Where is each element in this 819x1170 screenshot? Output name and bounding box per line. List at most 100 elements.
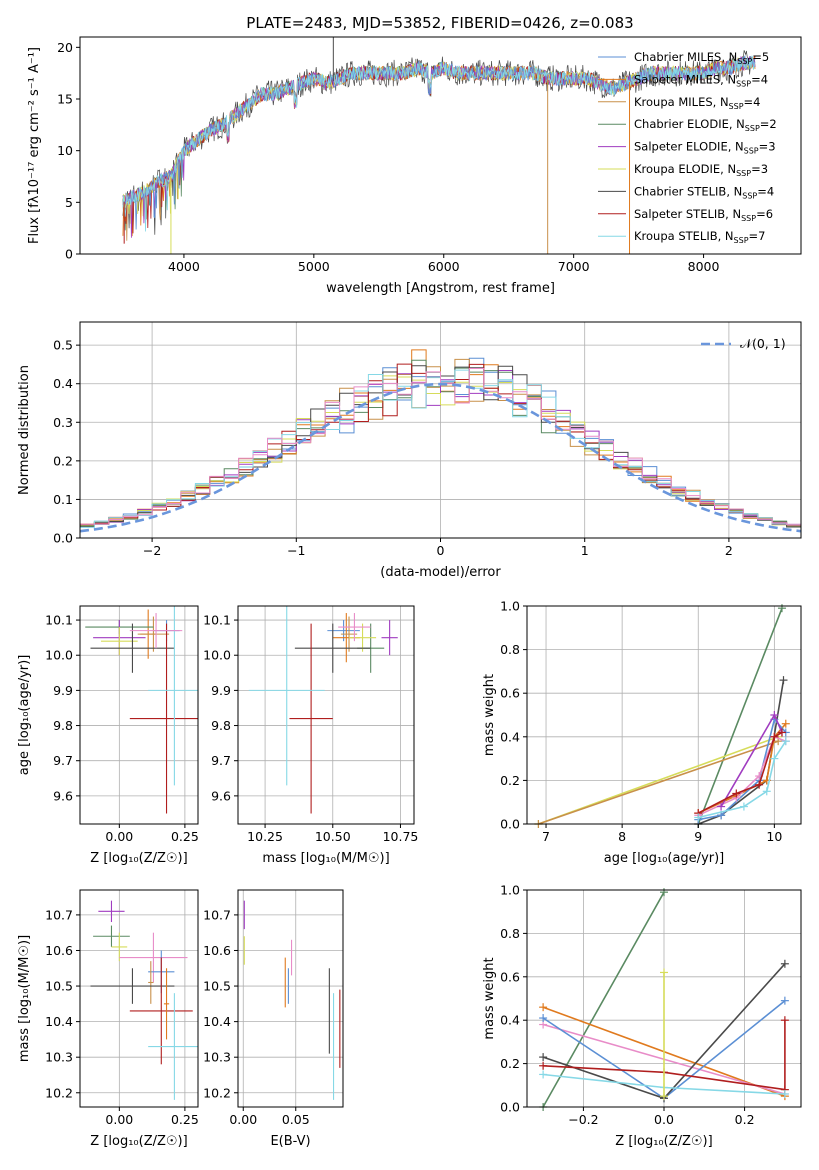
legend-label: Salpeter MILES, NSSP=4 <box>634 72 768 88</box>
weight-line <box>697 607 783 825</box>
errorbars <box>248 606 398 814</box>
age-vs-Z-panel: 0.00 0.25 9.6 9.7 9.8 9.9 10.0 10.1 Z [log₁₀(Z/Z… <box>17 605 199 866</box>
y-tick-label: 10 <box>57 143 73 158</box>
y-axis-label: age [log₁₀(age/yr)] <box>17 655 32 776</box>
y-tick-label: 9.8 <box>211 718 231 733</box>
legend-label: Chabrier MILES, NSSP=5 <box>634 50 769 66</box>
axes-frame <box>526 605 802 825</box>
weight-vs-age-panel: 7 8 9 10 0.0 0.2 0.4 0.6 0.8 1.0 age [log₁₀(age/yr… <box>482 599 802 866</box>
y-tick-label: 0.4 <box>500 1013 520 1028</box>
x-tick-label: 7 <box>542 829 550 844</box>
spectrum-series <box>122 55 756 238</box>
y-tick-label: 9.9 <box>211 683 231 698</box>
x-tick-label: −1 <box>287 543 305 558</box>
x-tick-label: 0.25 <box>171 829 199 844</box>
y-tick-label: 10.5 <box>45 979 73 994</box>
y-tick-label: 10.0 <box>203 648 231 663</box>
y-tick-label: 10.3 <box>45 1050 73 1065</box>
y-axis-label: Normed distribution <box>17 365 32 495</box>
y-tick-label: 5 <box>65 195 73 210</box>
y-tick-label: 10.0 <box>45 648 73 663</box>
histogram-panel: −2 −1 0 1 2 0.0 0.1 0.2 0.3 0.4 0.5 (data-model)/er… <box>17 321 802 580</box>
mass-vs-EBV-panel: 0.00 0.05 10.2 10.3 10.4 10.5 10.6 10.7 E(B-V) <box>203 889 344 1149</box>
x-tick-label: 6000 <box>428 259 460 274</box>
normal-curve <box>80 382 801 533</box>
x-axis-label: Z [log₁₀(Z/Z☉)] <box>615 1134 712 1149</box>
y-tick-label: 9.7 <box>53 753 73 768</box>
figure-title: PLATE=2483, MJD=53852, FIBERID=0426, z=0… <box>246 14 633 32</box>
histogram-series <box>80 375 801 527</box>
y-axis-label: mass weight <box>482 674 497 756</box>
y-tick-label: 10.2 <box>203 1085 231 1100</box>
x-axis-label: wavelength [Angstrom, rest frame] <box>326 281 555 296</box>
x-tick-label: −2 <box>143 543 161 558</box>
x-tick-label: 0.05 <box>282 1112 310 1127</box>
y-tick-label: 0.4 <box>500 729 520 744</box>
y-axis-label: mass weight <box>482 957 497 1039</box>
y-tick-label: 0 <box>65 247 73 262</box>
y-tick-label: 0.4 <box>53 376 73 391</box>
axes-frame <box>237 605 415 825</box>
legend-label: Salpeter STELIB, NSSP=6 <box>634 207 773 223</box>
x-axis-label: age [log₁₀(age/yr)] <box>604 851 725 866</box>
legend-label: Kroupa MILES, NSSP=4 <box>634 95 760 111</box>
axes-frame <box>79 889 199 1108</box>
legend-label: Kroupa STELIB, NSSP=7 <box>634 229 765 245</box>
y-axis-label: mass [log₁₀(M/M☉)] <box>17 935 32 1062</box>
x-axis-label: Z [log₁₀(Z/Z☉)] <box>90 851 187 866</box>
histogram-steps <box>80 349 801 533</box>
legend-label: 𝒩(0, 1) <box>740 336 786 351</box>
y-tick-label: 20 <box>57 40 73 55</box>
y-tick-label: 10.6 <box>203 943 231 958</box>
y-tick-label: 9.6 <box>53 788 73 803</box>
y-tick-label: 0.2 <box>53 453 73 468</box>
x-tick-label: 0.2 <box>735 1112 755 1127</box>
x-tick-label: 0.25 <box>171 1112 199 1127</box>
y-tick-label: 10.1 <box>45 613 73 628</box>
x-tick-label: 2 <box>725 543 733 558</box>
x-axis-label: (data-model)/error <box>380 565 501 580</box>
axes-frame <box>79 605 199 825</box>
x-tick-label: 0.00 <box>105 829 133 844</box>
y-tick-label: 9.9 <box>53 683 73 698</box>
spectrum-series <box>122 55 756 232</box>
y-tick-label: 0.6 <box>500 686 520 701</box>
y-tick-label: 10.1 <box>203 613 231 628</box>
y-tick-label: 0.0 <box>500 817 520 832</box>
x-tick-label: 4000 <box>168 259 200 274</box>
x-tick-label: 8000 <box>688 259 720 274</box>
y-tick-label: 10.2 <box>45 1085 73 1100</box>
axes-frame <box>237 889 344 1108</box>
y-axis-label: Flux [fλ10⁻¹⁷ erg cm⁻² s⁻¹ A⁻¹] <box>27 47 42 244</box>
y-tick-label: 15 <box>57 92 73 107</box>
weight-line <box>538 740 779 825</box>
y-tick-label: 0.1 <box>53 492 73 507</box>
y-tick-label: 0.2 <box>500 773 520 788</box>
spectrum-panel: 4000 5000 6000 7000 8000 0 5 10 15 20 wavelength [… <box>27 36 802 296</box>
x-tick-label: 7000 <box>558 259 590 274</box>
y-tick-label: 0.0 <box>53 531 73 546</box>
histogram-series <box>80 368 801 525</box>
y-tick-label: 10.6 <box>45 943 73 958</box>
age-vs-mass-panel: 10.25 10.50 10.75 9.6 9.7 9.8 9.9 10.0 10.1 mass … <box>203 605 418 866</box>
legend-label: Kroupa ELODIE, NSSP=3 <box>634 162 768 178</box>
y-tick-label: 10.5 <box>203 979 231 994</box>
axes-frame <box>79 36 802 255</box>
spectrum-lines <box>122 37 756 254</box>
errorbars <box>90 900 198 1100</box>
x-tick-label: 5000 <box>298 259 330 274</box>
y-tick-label: 0.8 <box>500 926 520 941</box>
weight-vs-Z-panel: −0.2 0.0 0.2 0.0 0.2 0.4 0.6 0.8 1.0 Z [log₁₀(Z/Z… <box>482 883 802 1149</box>
weight-line <box>543 1020 786 1091</box>
weight-line <box>698 679 785 825</box>
x-tick-label: 0.00 <box>229 1112 257 1127</box>
y-tick-label: 0.8 <box>500 642 520 657</box>
y-tick-label: 1.0 <box>500 883 520 898</box>
y-tick-label: 0.0 <box>500 1100 520 1115</box>
legend-label: Chabrier STELIB, NSSP=4 <box>634 184 774 200</box>
y-tick-label: 9.8 <box>53 718 73 733</box>
x-tick-label: 0.0 <box>654 1112 674 1127</box>
x-tick-label: 1 <box>581 543 589 558</box>
y-tick-label: 10.3 <box>203 1050 231 1065</box>
